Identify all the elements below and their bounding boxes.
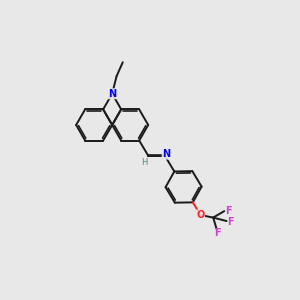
Text: H: H	[141, 158, 148, 167]
Text: N: N	[162, 149, 170, 159]
Text: F: F	[227, 217, 234, 227]
Text: F: F	[225, 206, 232, 216]
Text: O: O	[196, 210, 205, 220]
Text: N: N	[108, 89, 116, 99]
Text: F: F	[214, 228, 221, 238]
